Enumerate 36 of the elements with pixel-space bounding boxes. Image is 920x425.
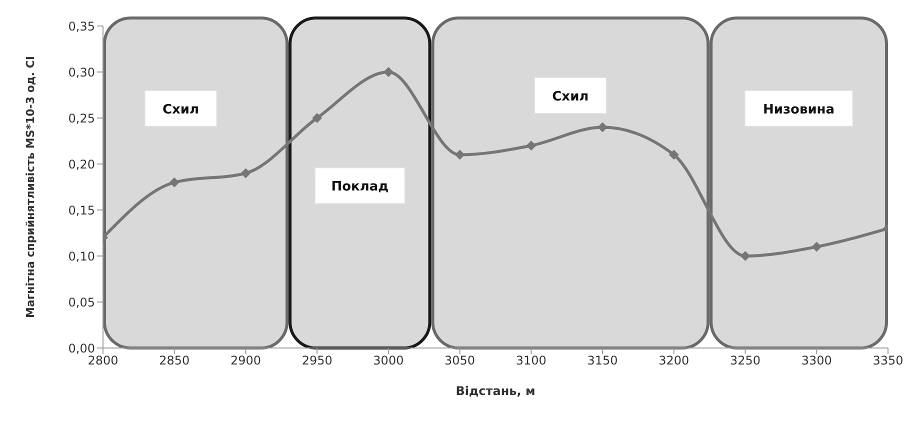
x-tick-label: 3250 xyxy=(730,354,761,368)
x-tick-label: 2800 xyxy=(88,354,118,368)
band-label: Схил xyxy=(552,90,589,105)
x-tick-label: 3100 xyxy=(516,354,546,368)
x-tick-label: 2850 xyxy=(159,354,190,368)
y-axis-title: Магнітна сприйнятливість MS*10-3 од. СІ xyxy=(24,56,37,318)
point xyxy=(454,150,465,160)
point xyxy=(598,122,608,132)
x-tick-label: 3350 xyxy=(872,354,904,368)
y-tick-label: 0,20 xyxy=(68,157,95,172)
y-tick-label: 0,10 xyxy=(68,249,95,264)
y-tick-label: 0,05 xyxy=(68,295,95,310)
x-tick-label: 2900 xyxy=(230,354,261,368)
point xyxy=(668,150,679,160)
band-label: Низовина xyxy=(763,102,835,118)
x-tick-label: 3200 xyxy=(658,354,690,368)
point xyxy=(740,251,750,261)
point xyxy=(312,113,322,123)
band-label: Поклад xyxy=(331,180,389,195)
y-tick-label: 0,00 xyxy=(68,341,95,356)
point xyxy=(240,168,251,178)
point xyxy=(526,140,536,151)
y-tick-label: 0,15 xyxy=(68,203,95,218)
x-tick-label: 2950 xyxy=(302,354,332,368)
point xyxy=(169,177,180,188)
x-tick-label: 3300 xyxy=(801,354,832,368)
x-tick-label: 3150 xyxy=(587,354,618,368)
x-tick-label: 3050 xyxy=(444,354,476,368)
x-tick-label: 3000 xyxy=(373,354,404,368)
y-tick-label: 0,25 xyxy=(68,111,95,126)
y-tick-label: 0,30 xyxy=(68,65,95,80)
point xyxy=(812,242,822,252)
x-axis-title: Відстань, м xyxy=(456,384,536,398)
band-label: Схил xyxy=(162,102,200,118)
point xyxy=(383,67,394,77)
y-tick-label: 0,35 xyxy=(68,19,95,34)
